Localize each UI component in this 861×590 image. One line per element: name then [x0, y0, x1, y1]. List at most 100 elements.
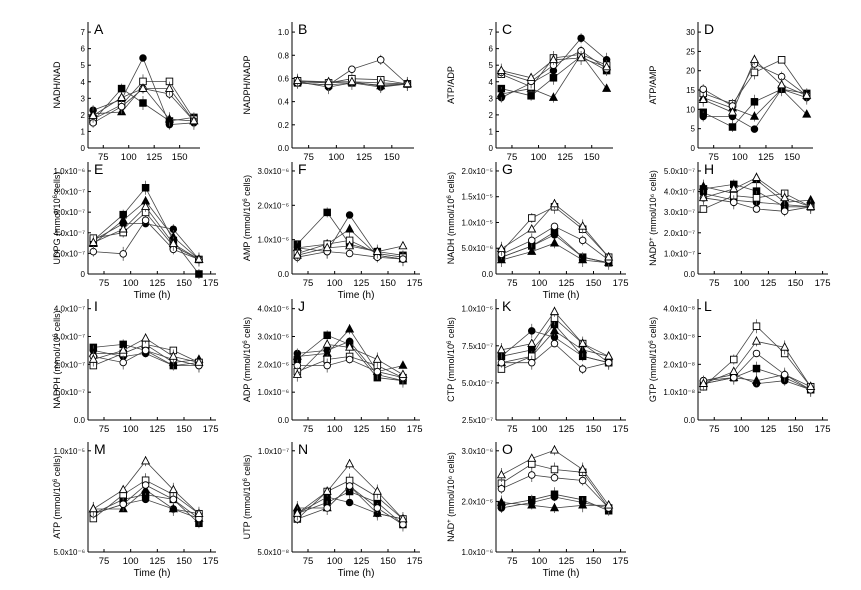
y-tick-label: 2.0x10⁻⁶ [257, 360, 289, 369]
y-tick-label: 3.0x10⁻⁷ [664, 208, 695, 217]
data-point-circle-open [141, 481, 150, 489]
panel-J: J 75 100 125 150 175 0.0 1.0x10⁻⁶ 2.0x10⁻⁶ 3.0x10… [242, 298, 423, 435]
x-tick-label: 100 [327, 278, 343, 289]
y-tick-label: 2.0x10⁻⁷ [664, 229, 695, 238]
data-point-square-open [528, 214, 536, 222]
data-point-square-open [777, 56, 786, 64]
data-point-circle-open [550, 339, 559, 348]
y-tick-label: 7 [489, 28, 494, 37]
data-point-triangle-open [398, 240, 408, 250]
y-tick-label: 5 [489, 61, 494, 70]
y-tick-label: 1.0x10⁻⁵ [461, 218, 493, 227]
data-point-circle-open [578, 236, 587, 245]
x-tick-label: 75 [709, 424, 720, 435]
data-point-triangle-open [376, 77, 386, 87]
x-tick-label: 100 [531, 556, 547, 567]
data-point-triangle-open [604, 499, 614, 509]
y-tick-label: 25 [686, 47, 695, 56]
data-point-circle-filled [528, 327, 536, 335]
data-point-circle-open [780, 370, 789, 379]
data-point-triangle-open [806, 381, 816, 390]
data-point-circle-filled [550, 231, 559, 239]
data-point-triangle-open [322, 486, 332, 495]
y-tick-label: 4.0x10⁻⁶ [257, 305, 289, 314]
y-tick-label: 3.0x10⁻⁶ [257, 167, 289, 176]
x-tick-label: 175 [815, 424, 831, 435]
y-tick-label: 0.0 [684, 416, 696, 425]
panel-D: D 75 100 125 150 0 5 10 15 20 25 30 ATP/AMP [648, 21, 813, 163]
data-point-circle-open [578, 476, 587, 485]
y-tick-label: 5.0x10⁻⁶ [461, 244, 493, 253]
data-point-triangle-open [527, 453, 537, 462]
data-point-triangle-filled [345, 223, 355, 233]
panel-K: K 75 100 125 150 175 2.5x10⁻⁷ 5.0x10⁻⁷ 7.5x10⁻⁷ 1… [446, 298, 629, 435]
x-tick-label: 125 [149, 556, 165, 567]
data-point-square-open [752, 194, 761, 202]
y-tick-label: 1.0x10⁻⁷ [664, 249, 695, 258]
x-tick-label: 75 [303, 278, 314, 289]
x-tick-label: 100 [732, 152, 748, 163]
y-tick-label: 10 [686, 105, 695, 114]
x-tick-label: 150 [380, 424, 396, 435]
panel-C: C 75 100 125 150 0 1 2 3 4 5 6 7 ATP/ADP [446, 21, 613, 163]
data-point-triangle-open [496, 65, 506, 74]
y-tick-label: 0 [489, 144, 494, 153]
x-tick-label: 125 [356, 152, 372, 163]
y-tick-label: 2.0x10⁻⁸ [663, 360, 695, 369]
data-point-circle-open [119, 358, 127, 367]
y-tick-label: 5.0x10⁻⁶ [53, 548, 85, 557]
x-tick-label: 100 [327, 424, 343, 435]
x-tick-label: 175 [613, 424, 629, 435]
x-tick-label: 100 [531, 152, 547, 163]
y-axis-label: ATP/ADP [446, 66, 456, 104]
panel-letter: O [502, 441, 513, 457]
x-tick-label: 150 [380, 556, 396, 567]
data-point-triangle-open [322, 242, 332, 252]
x-tick-label: 175 [407, 556, 423, 567]
panel-letter: N [298, 441, 308, 457]
data-point-square-filled [195, 270, 203, 278]
y-axis-label: NADPH (mmol/106 cells) [52, 310, 62, 408]
panel-H: H 75 100 125 150 175 0.0 1.0x10⁻⁷ 2.0x10⁻⁷ 3.0x10… [648, 161, 831, 289]
data-point-square-filled [141, 184, 150, 192]
y-tick-label: 6.0x10⁻⁷ [54, 208, 85, 217]
x-tick-label: 100 [531, 278, 547, 289]
y-tick-label: 5.0x10⁻⁸ [257, 548, 289, 557]
data-point-circle-open [730, 373, 738, 382]
y-tick-label: 0 [81, 270, 86, 279]
y-tick-label: 0.0 [684, 270, 696, 279]
y-tick-label: 4.0x10⁻⁷ [54, 305, 85, 314]
x-tick-label: 150 [584, 152, 600, 163]
y-tick-label: 15 [686, 86, 695, 95]
data-point-triangle-open [698, 94, 708, 103]
y-tick-label: 0.4 [278, 98, 290, 107]
x-tick-label: 75 [303, 556, 314, 567]
data-point-square-open [550, 465, 559, 474]
y-tick-label: 6 [489, 45, 494, 54]
x-tick-label: 125 [146, 152, 162, 163]
data-point-triangle-open [526, 72, 536, 82]
x-tick-label: 175 [203, 278, 219, 289]
y-tick-label: 0.0 [482, 270, 494, 279]
x-axis-label: Time (h) [338, 568, 375, 579]
panel-letter: J [298, 298, 305, 314]
data-point-triangle-open [549, 198, 560, 208]
x-tick-label: 150 [586, 424, 602, 435]
y-tick-label: 1.0 [278, 28, 290, 37]
x-tick-label: 100 [123, 424, 139, 435]
x-tick-label: 75 [98, 152, 109, 163]
x-tick-label: 150 [176, 278, 192, 289]
data-point-circle-open [373, 367, 382, 376]
x-tick-label: 125 [557, 152, 573, 163]
x-tick-label: 75 [99, 424, 110, 435]
panel-L: L 75 100 125 150 175 0.0 1.0x10⁻⁸ 2.0x10⁻⁸ 3.0x10… [648, 298, 831, 435]
data-point-triangle-open [802, 90, 812, 99]
data-point-triangle-filled [118, 214, 128, 224]
data-point-circle-open [373, 504, 382, 512]
data-point-triangle-filled [548, 92, 558, 101]
data-point-circle-open [399, 255, 407, 263]
y-tick-label: 1.0x10⁻⁶ [257, 236, 289, 245]
data-point-triangle-open [496, 243, 506, 253]
y-tick-label: 1.0x10⁻⁶ [257, 388, 289, 397]
